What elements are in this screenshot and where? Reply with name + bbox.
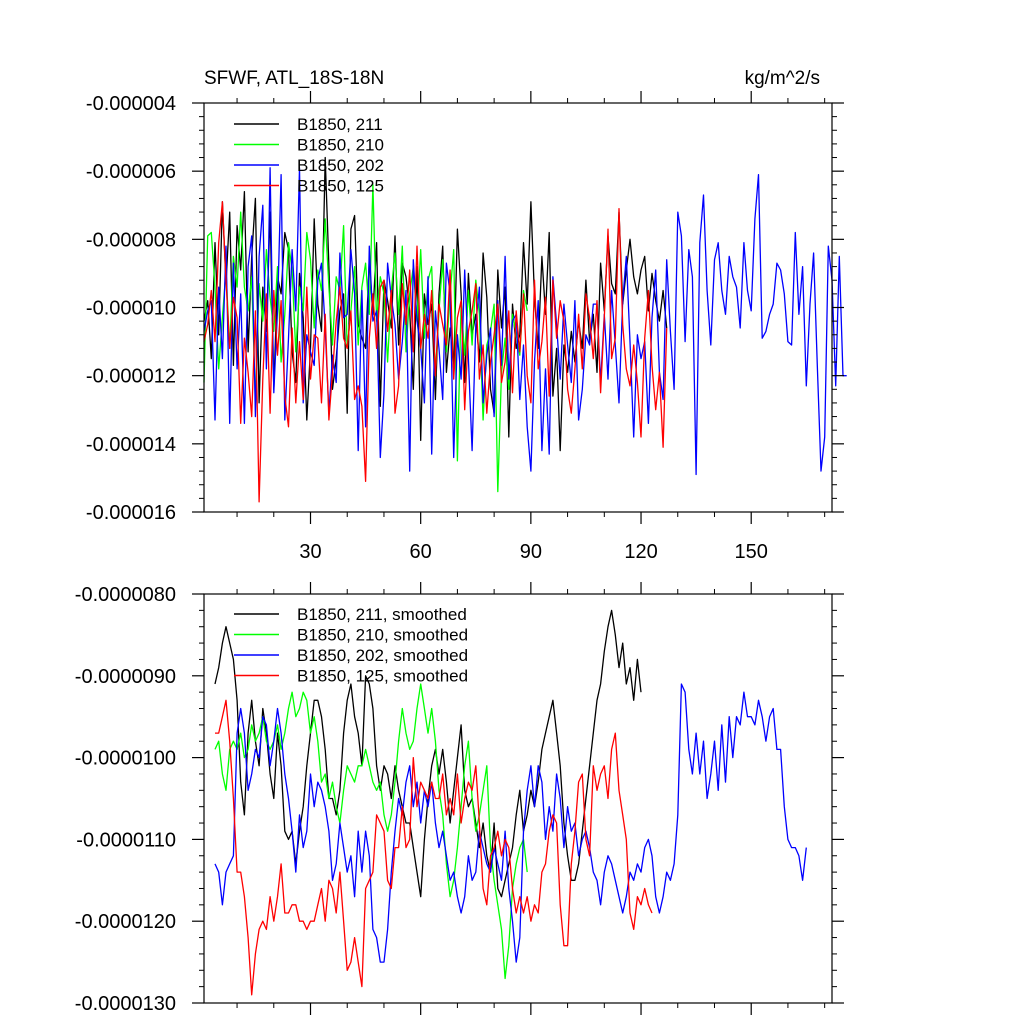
x-tick-label: 150 (735, 541, 768, 563)
plot-panel-1: 30 60 90 120 150 -0.000004 -0.000006 -0.000008 -… (86, 91, 847, 563)
legend-label: B1850, 202 (297, 156, 384, 175)
units-label: kg/m^2/s (745, 68, 820, 89)
y-tick-label: -0.0000080 (75, 584, 176, 606)
y-tick-label: -0.0000090 (75, 666, 176, 688)
plot-panel-2: -0.0000080 -0.0000090 -0.0000100 -0.0000110… (75, 582, 844, 1015)
y-tick-label: -0.000006 (86, 161, 176, 183)
y-tick-label: -0.0000110 (76, 829, 176, 851)
y-tick-label: -0.0000100 (75, 748, 176, 770)
legend-label: B1850, 211 (297, 115, 383, 134)
y-tick-label: -0.0000120 (75, 911, 176, 933)
y-tick-label: -0.000016 (86, 502, 176, 524)
series-line-2 (214, 683, 528, 980)
y-tick-label: -0.000012 (86, 366, 176, 388)
legend-label: B1850, 211, smoothed (297, 605, 467, 624)
series-line-3 (203, 167, 847, 476)
legend-label: B1850, 210 (297, 136, 384, 155)
y-tick-label: -0.0000130 (75, 993, 176, 1015)
legend-label: B1850, 125, smoothed (297, 667, 468, 686)
x-tick-label: 90 (520, 541, 542, 563)
legend: B1850, 211, smoothed B1850, 210, smoothed… (234, 605, 468, 686)
series-line-4 (203, 201, 668, 503)
y-tick-label: -0.000014 (86, 434, 176, 456)
chart-title: SFWF, ATL_18S-18N (204, 68, 384, 89)
plot-frame (203, 593, 833, 1004)
y-tick-label: -0.000010 (86, 298, 176, 320)
series-line-4 (215, 699, 653, 996)
y-tick-label: -0.000008 (86, 229, 176, 251)
x-tick-label: 60 (410, 541, 432, 563)
legend-label: B1850, 202, smoothed (297, 646, 468, 665)
y-tick-label: -0.000004 (86, 93, 176, 115)
x-tick-label: 30 (299, 541, 321, 563)
x-tick-label: 120 (624, 541, 657, 563)
legend-label: B1850, 210, smoothed (297, 626, 468, 645)
legend-label: B1850, 125 (297, 177, 384, 196)
series-line-3 (214, 683, 807, 963)
